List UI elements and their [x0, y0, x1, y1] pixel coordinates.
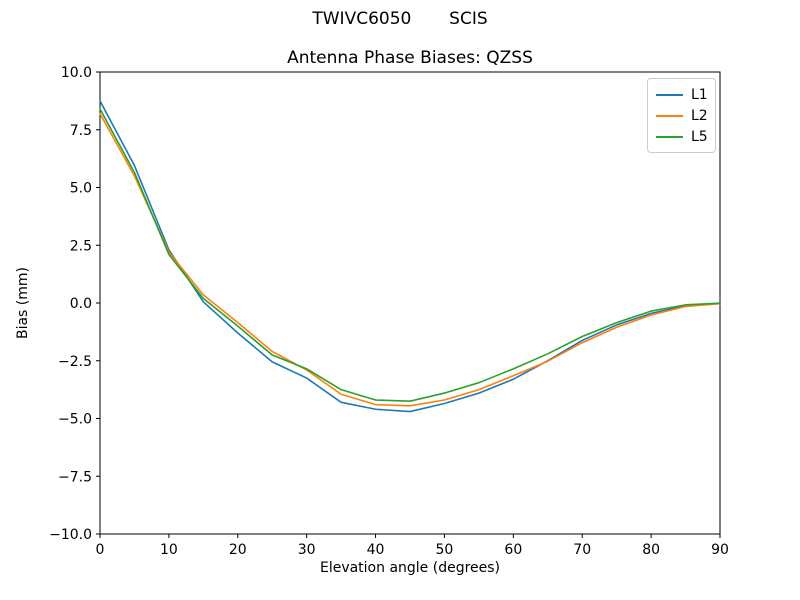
legend-item-l1: L1 [656, 84, 708, 105]
y-tick-label: 5.0 [70, 181, 92, 197]
x-tick-label: 70 [573, 542, 591, 558]
y-tick-label: −5.0 [58, 412, 92, 428]
axes-frame [99, 71, 721, 535]
legend-line-sample-l1 [656, 93, 683, 96]
y-tick-label: 0.0 [70, 296, 92, 312]
axes-title: Antenna Phase Biases: QZSS [287, 48, 533, 68]
legend-item-l5: L5 [656, 126, 708, 147]
x-axis-label: Elevation angle (degrees) [319, 560, 501, 576]
x-tick-label: 80 [642, 542, 660, 558]
series-line-l1 [99, 100, 721, 413]
x-tick-label: 90 [711, 542, 729, 558]
series-line-l5 [99, 108, 721, 402]
x-tick-label: 0 [96, 542, 105, 558]
legend-label-l1: L1 [691, 86, 708, 103]
legend-item-l2: L2 [656, 105, 708, 126]
y-tick-label: −2.5 [58, 354, 92, 370]
legend-label-l5: L5 [691, 128, 708, 145]
x-tick-label: 10 [160, 542, 178, 558]
legend-label-l2: L2 [691, 107, 708, 124]
y-tick-label: −7.5 [58, 469, 92, 485]
y-tick-label: −10.0 [49, 527, 92, 543]
x-tick-label: 60 [504, 542, 522, 558]
x-tick-label: 20 [229, 542, 247, 558]
series-line-l2 [99, 112, 721, 407]
legend-line-sample-l5 [656, 135, 683, 138]
x-tick-label: 50 [436, 542, 454, 558]
x-tick-label: 30 [298, 542, 316, 558]
legend: L1 L2 L5 [647, 78, 716, 153]
y-axis-label: Bias (mm) [15, 266, 31, 340]
y-tick-label: 10.0 [61, 65, 92, 81]
x-tick-label: 40 [367, 542, 385, 558]
y-tick-label: 7.5 [70, 123, 92, 139]
legend-line-sample-l2 [656, 114, 683, 117]
y-tick-label: 2.5 [70, 238, 92, 254]
figure-suptitle: TWIVC6050 SCIS [312, 9, 488, 29]
